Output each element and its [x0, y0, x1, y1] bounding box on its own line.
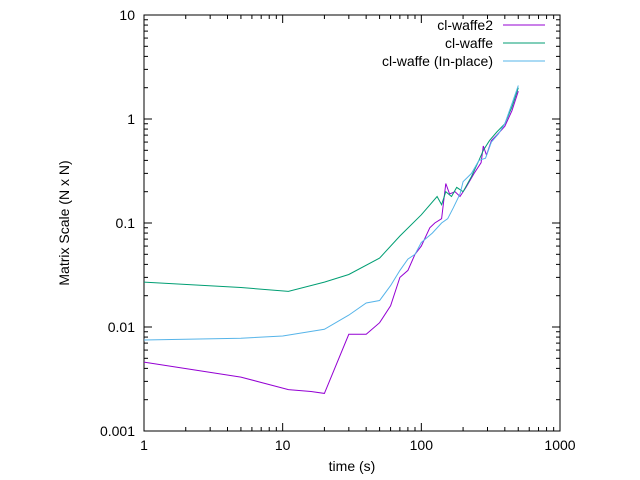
series-line-2: [143, 85, 519, 341]
x-tick-label: 1000: [544, 437, 575, 453]
series-line-1: [143, 87, 519, 292]
y-tick-label: 1: [127, 111, 135, 127]
y-tick-label: 0.01: [108, 319, 135, 335]
x-tick-label: 1: [140, 437, 148, 453]
axis-tick-labels: 1 10 100 1000 0.001 0.01 0.1 1 10: [100, 7, 576, 453]
legend-label: cl-waffe: [445, 35, 493, 51]
y-tick-label: 10: [119, 7, 135, 23]
x-tick-label: 10: [275, 437, 291, 453]
legend-label: cl-waffe2: [437, 17, 493, 33]
series-lines: [143, 85, 519, 394]
y-axis-title: Matrix Scale (N x N): [56, 160, 72, 285]
y-tick-label: 0.001: [100, 423, 135, 439]
y-tick-label: 0.1: [116, 215, 136, 231]
x-axis-title: time (s): [329, 458, 376, 474]
legend-label: cl-waffe (In-place): [382, 53, 493, 69]
legend: cl-waffe2 cl-waffe cl-waffe (In-place): [382, 17, 545, 69]
x-tick-label: 100: [410, 437, 434, 453]
series-line-0: [143, 91, 519, 394]
axis-ticks: [143, 14, 561, 432]
plot-frame: [143, 14, 561, 432]
